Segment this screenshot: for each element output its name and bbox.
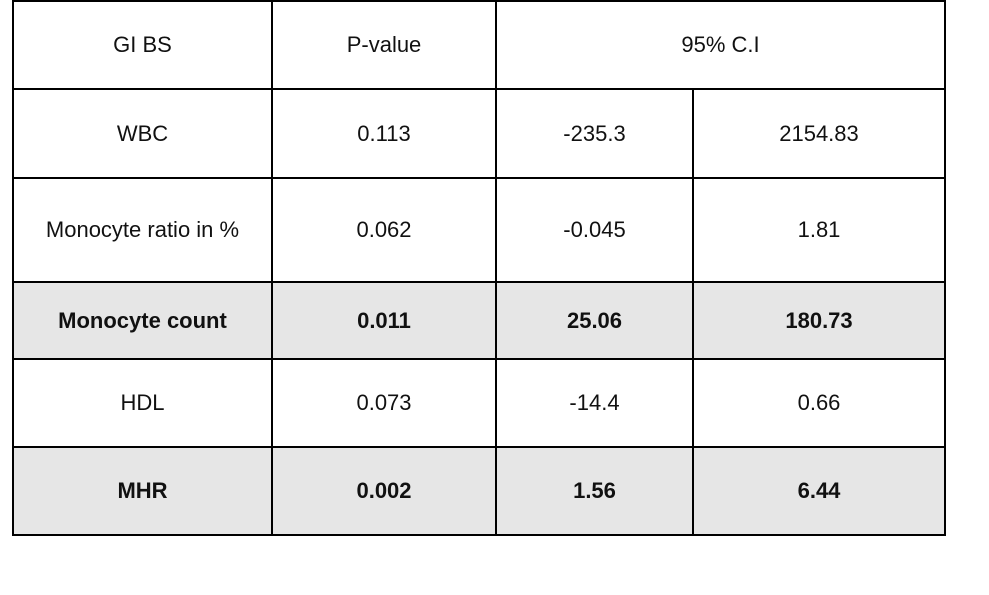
cell: WBC: [12, 88, 273, 179]
cell: HDL: [12, 358, 273, 448]
row: WBC 0.113 -235.3 2154.83: [12, 88, 947, 179]
row: HDL 0.073 -14.4 0.66: [12, 358, 947, 448]
header-cell: GI BS: [12, 0, 273, 90]
cell: 2154.83: [691, 88, 947, 179]
cell: 1.81: [691, 177, 947, 283]
cell: 0.062: [271, 177, 497, 283]
cell: 180.73: [691, 281, 947, 360]
cell: -0.045: [495, 177, 694, 283]
results-table: GI BS P-value 95% C.I WBC 0.113 -235.3 2…: [12, 0, 947, 536]
cell: 25.06: [495, 281, 694, 360]
header-cell: 95% C.I: [494, 0, 947, 90]
cell: 0.002: [271, 446, 497, 536]
cell: MHR: [12, 446, 273, 536]
cell: 6.44: [691, 446, 947, 536]
row: MHR 0.002 1.56 6.44: [12, 446, 947, 536]
cell: 1.56: [495, 446, 694, 536]
header-cell: P-value: [271, 0, 497, 90]
cell: 0.011: [271, 281, 497, 360]
cell: Monocyte count: [12, 281, 273, 360]
cell: Monocyte ratio in %: [12, 177, 273, 283]
header-row: GI BS P-value 95% C.I: [12, 0, 947, 90]
row: Monocyte count 0.011 25.06 180.73: [12, 281, 947, 360]
cell: 0.66: [691, 358, 947, 448]
cell: 0.073: [271, 358, 497, 448]
cell: -14.4: [495, 358, 694, 448]
row: Monocyte ratio in % 0.062 -0.045 1.81: [12, 177, 947, 283]
cell: 0.113: [271, 88, 497, 179]
cell: -235.3: [495, 88, 694, 179]
